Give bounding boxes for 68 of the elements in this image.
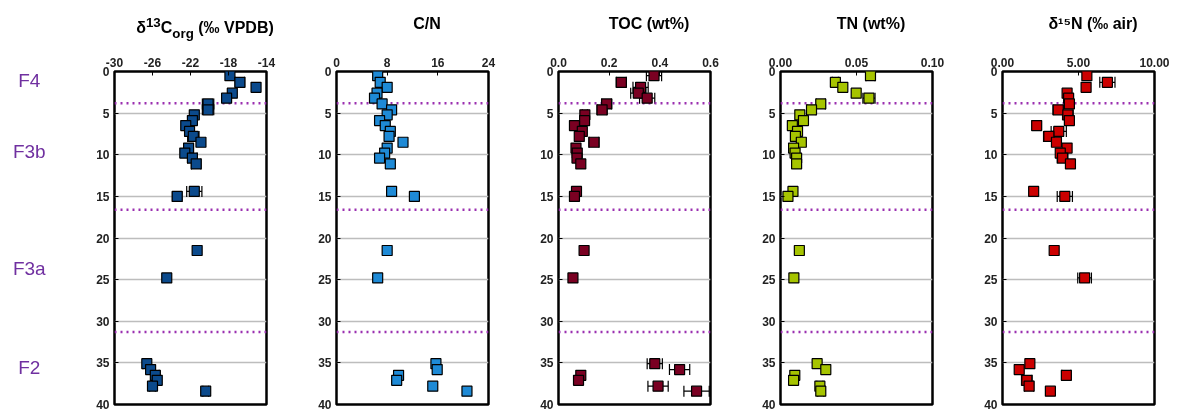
y-tick-label: 5: [990, 106, 998, 121]
y-tick-label: 0: [324, 65, 332, 79]
y-tick-label: 25: [96, 273, 110, 288]
chart-title: TN (wt%): [835, 14, 906, 34]
y-tick-label: 5: [324, 106, 332, 121]
y-tick-label: 30: [318, 314, 332, 329]
y-tick-label: 0: [546, 65, 554, 79]
y-tick-label: 20: [318, 231, 332, 246]
y-tick-label: 20: [762, 231, 776, 246]
text: F3b: [12, 140, 46, 162]
x-tick-label: -26: [143, 55, 162, 70]
y-tick-label: 20: [540, 231, 554, 246]
y-tick-label: 15: [96, 189, 110, 204]
y-tick-label: 35: [762, 356, 776, 371]
y-tick-label: 15: [762, 189, 776, 204]
y-tick-label: 5: [102, 106, 110, 121]
y-tick-label: 25: [984, 273, 998, 288]
y-tick-label: 10: [762, 148, 776, 163]
y-tick-label: 30: [96, 314, 110, 329]
y-tick-label: 0: [768, 65, 776, 79]
y-tick-label: 15: [984, 189, 998, 204]
x-tick-label: -18: [219, 55, 238, 70]
y-tick-label: 35: [984, 356, 998, 371]
y-tick-label: 35: [540, 356, 554, 371]
y-tick-label: 15: [540, 189, 554, 204]
chart-title: δ$^{13}$C$_{org}$ (‰ VPDB): [135, 14, 274, 43]
chart-title: TOC (wt%): [607, 14, 690, 34]
y-tick-label: 40: [984, 398, 998, 410]
y-tick-label: 5: [546, 106, 554, 121]
x-tick-label: -14: [257, 55, 276, 70]
y-tick-label: 10: [318, 148, 332, 163]
y-tick-label: 25: [318, 273, 332, 288]
text: F2: [18, 357, 41, 379]
y-tick-label: 30: [540, 314, 554, 329]
x-tick-label: -22: [181, 55, 200, 70]
x-tick-label: 5.00: [1066, 55, 1091, 70]
y-tick-label: 30: [762, 314, 776, 329]
y-tick-label: 40: [762, 398, 776, 410]
y-tick-label: 40: [540, 398, 554, 410]
y-tick-label: 35: [318, 356, 332, 371]
y-tick-label: 30: [984, 314, 998, 329]
text: F4: [18, 70, 41, 92]
y-tick-label: 10: [96, 148, 110, 163]
x-tick-label: 10.00: [1139, 55, 1170, 70]
x-tick-label: 8: [383, 55, 391, 70]
y-tick-label: 25: [540, 273, 554, 288]
chart-title: C/N: [412, 14, 441, 34]
x-tick-label: 16: [431, 55, 445, 70]
chart-title: δ¹⁵N (‰ air): [1047, 14, 1138, 34]
x-tick-label: 0.2: [600, 55, 618, 70]
x-tick-label: 0.05: [844, 55, 869, 70]
y-tick-label: 20: [984, 231, 998, 246]
y-tick-label: 35: [96, 356, 110, 371]
x-tick-label: 0.6: [702, 55, 720, 70]
y-tick-label: 40: [96, 398, 110, 410]
y-tick-label: 20: [96, 231, 110, 246]
x-tick-label: 0.10: [920, 55, 945, 70]
y-tick-label: 5: [768, 106, 776, 121]
y-tick-label: 0: [990, 65, 998, 79]
y-tick-label: 0: [102, 65, 110, 79]
text: F3a: [12, 257, 47, 279]
x-tick-label: 24: [481, 55, 496, 70]
y-tick-label: 10: [984, 148, 998, 163]
x-tick-label: 0.4: [651, 55, 669, 70]
y-tick-label: 15: [318, 189, 332, 204]
y-tick-label: 10: [540, 148, 554, 163]
y-tick-label: 25: [762, 273, 776, 288]
y-tick-label: 40: [318, 398, 332, 410]
